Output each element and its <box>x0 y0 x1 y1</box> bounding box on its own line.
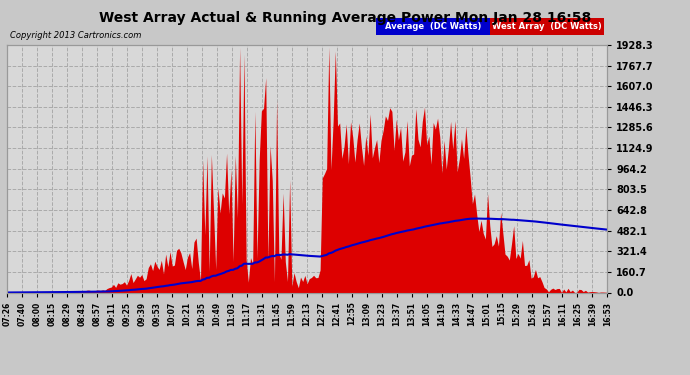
FancyBboxPatch shape <box>376 18 490 35</box>
Text: West Array Actual & Running Average Power Mon Jan 28 16:58: West Array Actual & Running Average Powe… <box>99 11 591 25</box>
FancyBboxPatch shape <box>490 18 604 35</box>
Text: West Array  (DC Watts): West Array (DC Watts) <box>492 22 602 31</box>
Text: Copyright 2013 Cartronics.com: Copyright 2013 Cartronics.com <box>10 32 141 40</box>
Text: Average  (DC Watts): Average (DC Watts) <box>385 22 482 31</box>
